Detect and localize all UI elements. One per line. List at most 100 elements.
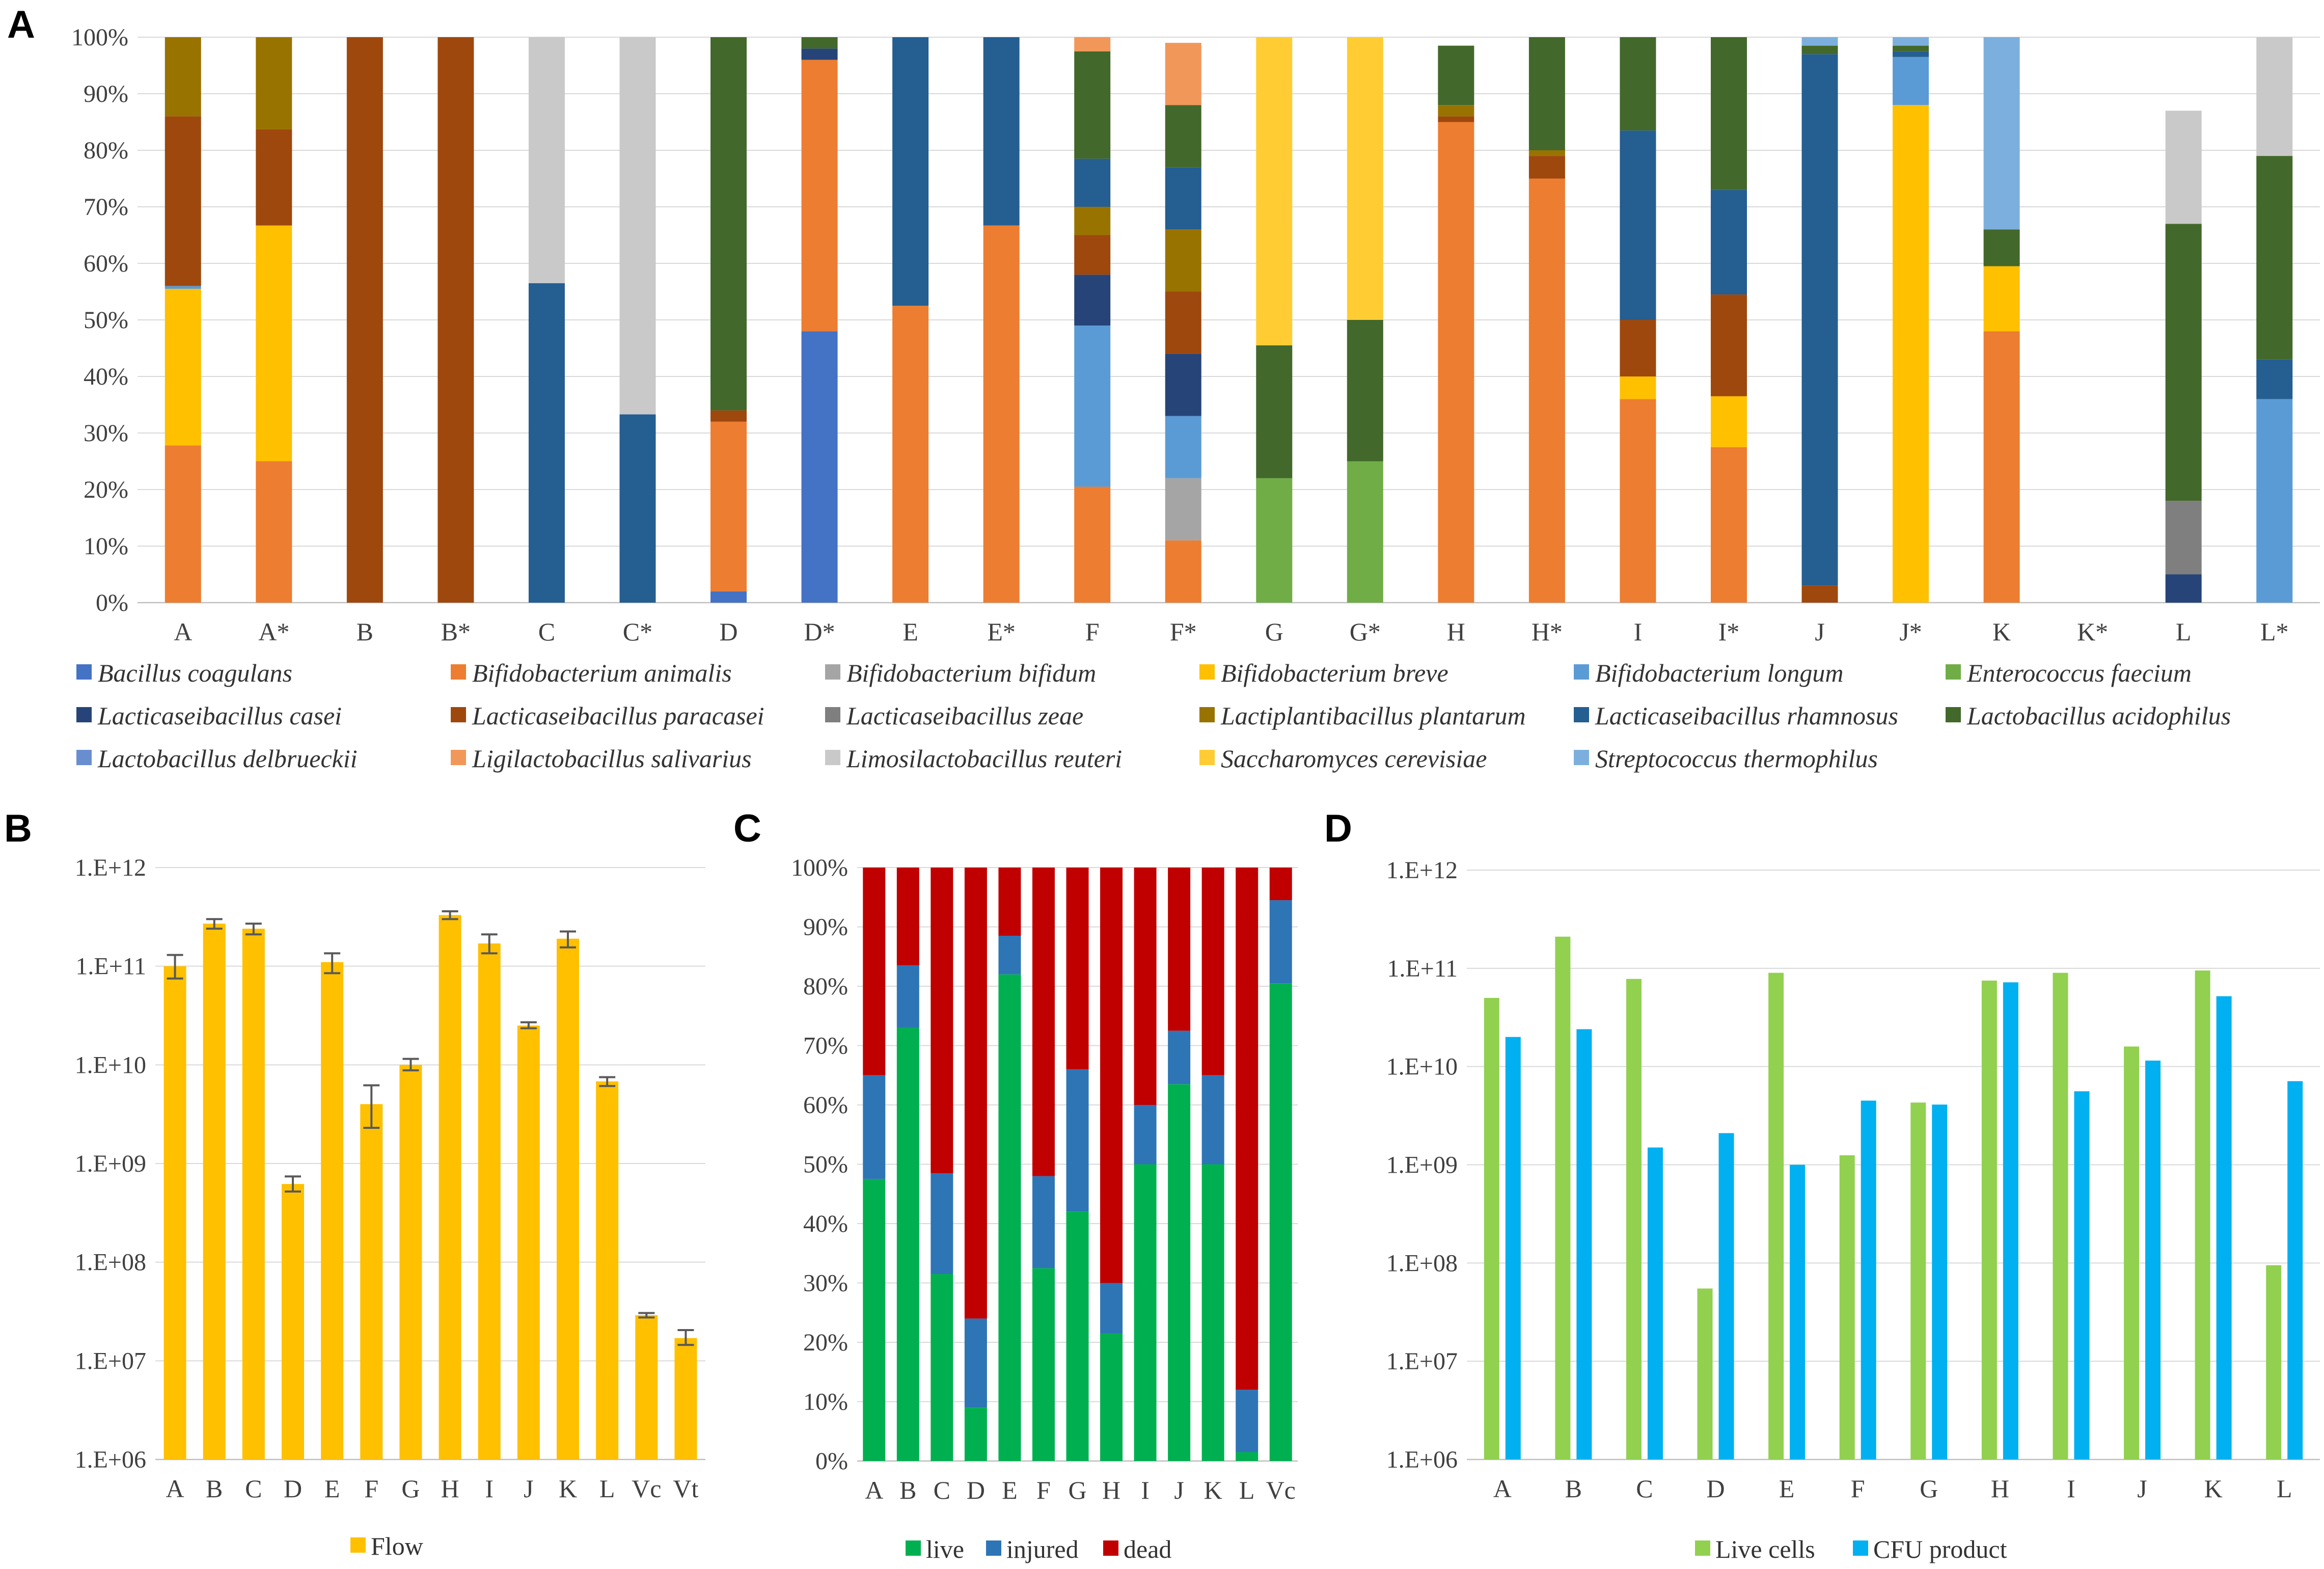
x-tick-label-j: J	[2137, 1474, 2147, 1503]
x-tick-label-a-star: A*	[258, 617, 289, 646]
legend-swatch-lacticaseibacillus-rhamnosus	[1574, 707, 1589, 722]
bar-live-cells-h	[1981, 980, 1997, 1459]
legend-label-bifidobacterium-breve: Bifidobacterium breve	[1221, 659, 1448, 687]
legend-label-bifidobacterium-longum: Bifidobacterium longum	[1595, 659, 1843, 687]
bar-segment-lacticaseibacillus-paracasei-d	[710, 410, 747, 422]
bar-segment-lactiplantibacillus-plantarum-h	[1438, 105, 1474, 117]
x-tick-label-f-star: F*	[1170, 617, 1197, 646]
bar-segment-injured-j	[1168, 1031, 1191, 1085]
y-tick-label: 20%	[803, 1329, 848, 1356]
bar-segment-lacticaseibacillus-rhamnosus-i-star	[1710, 190, 1747, 295]
bar-cfu-product-j	[2145, 1060, 2161, 1459]
x-tick-label-a: A	[1493, 1474, 1512, 1503]
legend-label-bacillus-coagulans: Bacillus coagulans	[98, 659, 292, 687]
bar-cfu-product-f	[1861, 1100, 1876, 1459]
x-tick-label-g: G	[401, 1474, 420, 1503]
bar-cfu-product-e	[1790, 1165, 1806, 1459]
bar-cfu-product-a	[1505, 1037, 1521, 1459]
legend-label-ligilactobacillus-salivarius: Ligilactobacillus salivarius	[472, 744, 752, 773]
bar-cfu-product-k	[2216, 996, 2232, 1459]
bar-live-cells-k	[2195, 970, 2210, 1459]
bar-segment-lactobacillus-acidophilus-f-star	[1165, 105, 1201, 168]
bar-segment-lactobacillus-acidophilus-j-star	[1893, 45, 1929, 51]
bar-segment-lactiplantibacillus-plantarum-f	[1074, 207, 1111, 235]
x-tick-label-j: J	[1174, 1476, 1184, 1504]
panel-label-b: B	[4, 807, 32, 850]
bar-segment-lacticaseibacillus-rhamnosus-l-star	[2256, 359, 2293, 399]
bar-a	[163, 966, 186, 1459]
bar-segment-lactobacillus-acidophilus-l	[2165, 224, 2202, 501]
bar-segment-lacticaseibacillus-rhamnosus-j-star	[1893, 51, 1929, 57]
legend-label-streptococcus-thermophilus: Streptococcus thermophilus	[1595, 744, 1878, 773]
x-tick-label-vc: Vc	[632, 1474, 661, 1503]
bar-live-cells-a	[1484, 997, 1499, 1459]
bar-segment-dead-c	[931, 868, 953, 1173]
bar-segment-live-c	[931, 1274, 953, 1461]
legend-label-lactiplantibacillus-plantarum: Lactiplantibacillus plantarum	[1220, 701, 1526, 730]
chart-c: 0% 10% 20% 30% 40% 50% 60% 70% 80% 90% 100% A B C D E F G…	[791, 854, 1298, 1563]
bar-segment-lacticaseibacillus-rhamnosus-c-star	[619, 414, 656, 603]
x-tick-label-i: I	[1141, 1476, 1150, 1504]
bar-segment-dead-k	[1201, 868, 1224, 1075]
bar-g	[399, 1065, 422, 1459]
bar-segment-saccharomyces-cerevisiae-g	[1256, 37, 1293, 345]
bar-segment-lactiplantibacillus-plantarum-h-star	[1528, 150, 1565, 156]
bar-live-cells-j	[2124, 1046, 2140, 1459]
bar-segment-live-i	[1134, 1164, 1157, 1461]
y-tick-label: 30%	[84, 420, 128, 447]
bar-segment-injured-c	[931, 1173, 953, 1275]
bar-segment-lacticaseibacillus-paracasei-f	[1074, 235, 1111, 275]
bar-segment-injured-vc	[1269, 900, 1292, 984]
x-tick-label-i-star: I*	[1718, 617, 1740, 646]
bar-segment-live-l	[1236, 1452, 1259, 1461]
y-tick-label: 1.E+12	[75, 854, 146, 881]
bar-segment-live-j	[1168, 1084, 1191, 1461]
x-tick-label-e: E	[1779, 1474, 1795, 1503]
panel-label-a: A	[7, 3, 35, 46]
y-tick-label: 1.E+10	[1386, 1053, 1458, 1080]
y-tick-label: 80%	[84, 137, 128, 164]
legend-swatch-lactobacillus-acidophilus	[1946, 707, 1961, 722]
legend-swatch-bifidobacterium-breve	[1199, 664, 1215, 680]
bar-segment-injured-k	[1201, 1075, 1224, 1165]
bar-h	[439, 915, 461, 1459]
x-tick-label-h-star: H*	[1532, 617, 1563, 646]
y-tick-label: 30%	[803, 1270, 848, 1297]
x-tick-label-e: E	[324, 1474, 340, 1503]
x-tick-label-l: L	[599, 1474, 615, 1503]
bar-segment-lacticaseibacillus-paracasei-a	[165, 116, 201, 286]
x-tick-label-b: B	[1565, 1474, 1582, 1503]
legend-swatch-bifidobacterium-animalis	[451, 664, 466, 680]
legend-label-bifidobacterium-bifidum: Bifidobacterium bifidum	[846, 659, 1096, 687]
legend-swatch-flow	[350, 1537, 366, 1553]
bar-segment-injured-a	[863, 1075, 886, 1179]
x-tick-label-j-star: J*	[1899, 617, 1922, 646]
bar-e	[321, 962, 344, 1459]
y-tick-label: 50%	[84, 307, 128, 334]
bar-segment-injured-l	[1236, 1390, 1259, 1452]
x-tick-label-h: H	[1991, 1474, 2009, 1503]
bar-segment-lacticaseibacillus-zeae-l	[2165, 501, 2202, 575]
bar-cfu-product-i	[2074, 1091, 2090, 1459]
legend-swatch-injured	[986, 1540, 1001, 1556]
bar-segment-lacticaseibacillus-rhamnosus-f-star	[1165, 167, 1201, 230]
panel-label-c: C	[733, 807, 761, 850]
bar-segment-lactobacillus-acidophilus-l-star	[2256, 156, 2293, 360]
legend-label-lacticaseibacillus-rhamnosus: Lacticaseibacillus rhamnosus	[1595, 701, 1898, 730]
bar-segment-enterococcus-faecium-g	[1256, 478, 1293, 603]
x-tick-label-h: H	[1102, 1476, 1120, 1504]
bar-segment-lacticaseibacillus-paracasei-i-star	[1710, 294, 1747, 396]
bar-segment-live-a	[863, 1179, 886, 1461]
bar-live-cells-b	[1555, 936, 1571, 1459]
y-tick-label: 1.E+08	[1386, 1250, 1458, 1277]
bar-segment-limosilactobacillus-reuteri-l-star	[2256, 37, 2293, 156]
legend-label-lactobacillus-delbrueckii: Lactobacillus delbrueckii	[97, 744, 358, 773]
bar-i	[478, 943, 501, 1459]
bar-segment-dead-f	[1032, 868, 1055, 1176]
bar-live-cells-d	[1697, 1288, 1713, 1459]
legend-label-lacticaseibacillus-zeae: Lacticaseibacillus zeae	[846, 701, 1083, 730]
bar-k	[557, 938, 579, 1459]
legend-swatch-bacillus-coagulans	[76, 664, 92, 680]
x-tick-label-f: F	[364, 1474, 378, 1503]
